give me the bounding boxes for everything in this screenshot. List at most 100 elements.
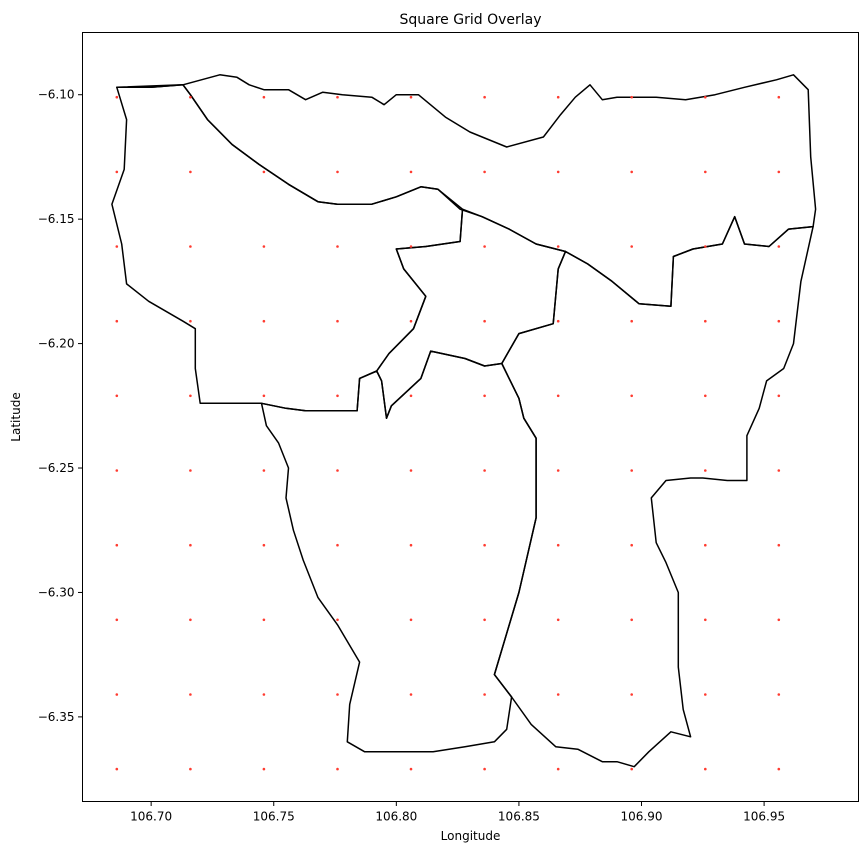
grid-point <box>630 394 633 398</box>
grid-point <box>115 693 119 696</box>
grid-point <box>704 618 707 622</box>
grid-point <box>336 95 339 99</box>
grid-point <box>336 319 339 323</box>
grid-point <box>556 618 560 622</box>
grid-point <box>556 469 560 472</box>
plot-frame <box>82 32 859 802</box>
grid-point <box>115 170 119 174</box>
grid-point <box>409 245 413 248</box>
grid-point <box>777 170 781 174</box>
grid-point <box>189 170 192 174</box>
grid-point <box>777 245 781 248</box>
grid-point <box>556 95 560 99</box>
grid-point <box>262 95 266 99</box>
grid-point <box>630 767 633 771</box>
y-tick-label: −6.25 <box>38 461 75 475</box>
grid-point <box>115 394 119 398</box>
grid-point <box>630 245 633 248</box>
grid-point <box>409 618 413 622</box>
grid-point <box>409 170 413 174</box>
grid-point <box>483 693 486 696</box>
grid-point <box>262 469 266 472</box>
grid-point <box>262 618 266 622</box>
grid-point <box>115 543 119 547</box>
grid-point <box>556 245 560 248</box>
grid-point <box>777 95 781 99</box>
y-axis: −6.10 −6.15 −6.20 −6.25 −6.30 −6.35 <box>38 88 83 724</box>
grid-point <box>409 469 413 472</box>
grid-point <box>189 767 192 771</box>
y-axis-label: Latitude <box>9 392 23 441</box>
grid-point <box>483 469 486 472</box>
y-tick-label: −6.15 <box>38 212 75 226</box>
grid-point <box>777 543 781 547</box>
grid-point <box>115 95 119 99</box>
grid-point <box>630 95 633 99</box>
grid-point <box>409 543 413 547</box>
grid-point <box>115 319 119 323</box>
grid-point <box>483 245 486 248</box>
x-axis-label: Longitude <box>441 829 501 843</box>
grid-point <box>262 693 266 696</box>
grid-point <box>704 394 707 398</box>
grid-point <box>409 693 413 696</box>
y-tick-label: −6.35 <box>38 710 75 724</box>
x-tick-label: 106.90 <box>621 810 663 824</box>
x-axis: 106.70 106.75 106.80 106.85 106.90 106.95 <box>130 801 785 824</box>
grid-point <box>483 394 486 398</box>
grid-point <box>483 543 486 547</box>
grid-point <box>704 170 707 174</box>
grid-point <box>777 767 781 771</box>
y-tick-label: −6.30 <box>38 585 75 599</box>
x-tick-label: 106.85 <box>498 810 540 824</box>
grid-point <box>189 319 192 323</box>
grid-point <box>262 767 266 771</box>
grid-point <box>704 95 707 99</box>
grid-point <box>630 618 633 622</box>
y-tick-label: −6.10 <box>38 88 75 102</box>
grid-point <box>189 469 192 472</box>
x-tick-label: 106.75 <box>253 810 295 824</box>
chart-title: Square Grid Overlay <box>400 12 542 28</box>
grid-point <box>630 693 633 696</box>
grid-point <box>115 618 119 622</box>
grid-point <box>556 394 560 398</box>
grid-point <box>409 319 413 323</box>
boundary-region-5 <box>260 350 537 753</box>
grid-point <box>483 767 486 771</box>
grid-point <box>483 319 486 323</box>
grid-point <box>189 95 192 99</box>
x-tick-label: 106.80 <box>375 810 417 824</box>
grid-point <box>115 245 119 248</box>
grid-point <box>115 767 119 771</box>
grid-point <box>704 245 707 248</box>
grid-point <box>336 245 339 248</box>
grid-point <box>262 245 266 248</box>
grid-point <box>336 170 339 174</box>
grid-point <box>115 469 119 472</box>
grid-point <box>336 767 339 771</box>
grid-point <box>409 767 413 771</box>
grid-point <box>777 618 781 622</box>
grid-point <box>777 394 781 398</box>
y-tick-label: −6.20 <box>38 337 75 351</box>
grid-point <box>262 319 266 323</box>
x-tick-label: 106.70 <box>130 810 172 824</box>
grid-point <box>777 693 781 696</box>
grid-point <box>556 767 560 771</box>
grid-point <box>556 543 560 547</box>
grid-point <box>483 618 486 622</box>
grid-point <box>630 170 633 174</box>
plot-area <box>111 74 817 771</box>
grid-point <box>336 469 339 472</box>
grid-point <box>336 693 339 696</box>
grid-point <box>704 469 707 472</box>
grid-point <box>336 618 339 622</box>
grid-point <box>630 543 633 547</box>
grid-point <box>704 693 707 696</box>
grid-point <box>777 469 781 472</box>
grid-point <box>409 394 413 398</box>
grid-point <box>189 693 192 696</box>
